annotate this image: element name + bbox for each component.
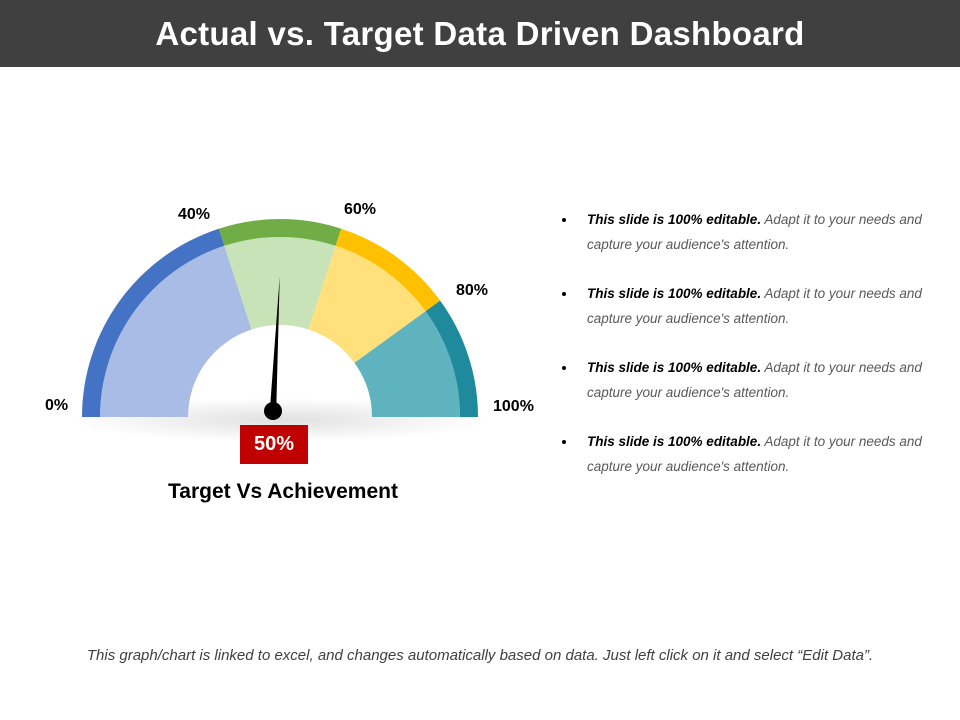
- bullet-text: Adapt it to your needs and capture your …: [587, 434, 922, 474]
- gauge-bands: [82, 219, 478, 417]
- bullet-item: This slide is 100% editable. Adapt it to…: [562, 429, 922, 479]
- gauge-band-rim-0: [82, 228, 225, 417]
- needle-hub: [264, 402, 282, 420]
- gauge-band-fill-0: [100, 245, 252, 417]
- bullet-bold-text: This slide is 100% editable.: [587, 286, 762, 301]
- bullet-text: Adapt it to your needs and capture your …: [587, 360, 922, 400]
- gauge-value-badge: 50%: [240, 425, 308, 464]
- tick-label-80: 80%: [456, 282, 489, 299]
- tick-label-0: 0%: [45, 397, 69, 414]
- bullet-dot-icon: [562, 218, 566, 222]
- gauge-band-rim-3: [425, 300, 478, 417]
- title-bar: Actual vs. Target Data Driven Dashboard: [0, 0, 960, 67]
- gauge-band-rim-1: [218, 219, 342, 246]
- bullet-bold-text: This slide is 100% editable.: [587, 212, 762, 227]
- needle-pointer: [269, 276, 280, 412]
- gauge-band-rim-2: [335, 228, 441, 312]
- tick-label-100: 100%: [493, 398, 534, 415]
- bullet-bold-text: This slide is 100% editable.: [587, 434, 762, 449]
- bullet-item: This slide is 100% editable. Adapt it to…: [562, 207, 922, 257]
- page-title: Actual vs. Target Data Driven Dashboard: [155, 14, 805, 52]
- gauge-needle: [264, 276, 282, 420]
- gauge-band-fill-1: [224, 237, 336, 330]
- gauge-band-fill-2: [308, 245, 426, 363]
- bullet-list: This slide is 100% editable. Adapt it to…: [562, 207, 922, 503]
- tick-label-40: 40%: [178, 206, 211, 223]
- chart-title: Target Vs Achievement: [168, 480, 398, 503]
- bullet-item: This slide is 100% editable. Adapt it to…: [562, 355, 922, 405]
- gauge-band-fill-3: [354, 311, 460, 417]
- bullet-dot-icon: [562, 292, 566, 296]
- bullet-text: Adapt it to your needs and capture your …: [587, 212, 922, 252]
- bullet-dot-icon: [562, 366, 566, 370]
- tick-label-60: 60%: [344, 201, 377, 218]
- footer-note: This graph/chart is linked to excel, and…: [86, 647, 874, 664]
- bullet-dot-icon: [562, 440, 566, 444]
- bullet-text: Adapt it to your needs and capture your …: [587, 286, 922, 326]
- bullet-bold-text: This slide is 100% editable.: [587, 360, 762, 375]
- bullet-item: This slide is 100% editable. Adapt it to…: [562, 281, 922, 331]
